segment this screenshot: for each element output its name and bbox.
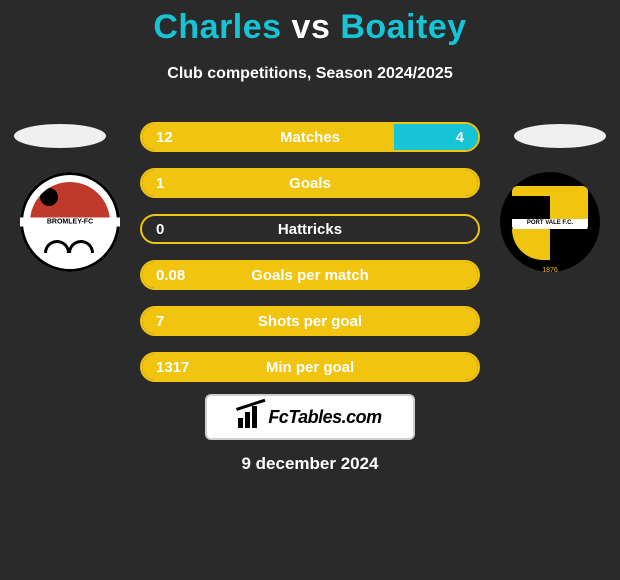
badge-right-year: 1876 xyxy=(500,267,600,274)
stat-bar-row: 1Goals xyxy=(140,168,480,198)
subtitle-text: Club competitions, Season 2024/2025 xyxy=(0,65,620,83)
oval-decoration-right xyxy=(514,124,606,148)
oval-decoration-left xyxy=(14,124,106,148)
stat-bars-container: 124Matches 1Goals 0Hattricks 0.08Goals per … xyxy=(140,122,480,398)
club-badge-left: BROMLEY-FC xyxy=(20,172,120,272)
club-badge-right: PORT VALE F.C. 1876 xyxy=(500,172,600,272)
stat-bar-row: 0.08Goals per match xyxy=(140,260,480,290)
comparison-title: Charles vs Boaitey xyxy=(0,0,620,47)
vs-text: vs xyxy=(292,8,331,46)
badge-left-text: BROMLEY-FC xyxy=(20,218,120,227)
stat-bar-row: 7Shots per goal xyxy=(140,306,480,336)
fctables-logo-icon xyxy=(238,406,264,428)
stat-bar-row: 1317Min per goal xyxy=(140,352,480,382)
stat-label: Hattricks xyxy=(142,216,478,242)
player1-name: Charles xyxy=(153,8,281,46)
player2-name: Boaitey xyxy=(340,8,466,46)
stat-bar-row: 124Matches xyxy=(140,122,480,152)
stat-label: Goals xyxy=(142,170,478,196)
stat-label: Goals per match xyxy=(142,262,478,288)
stat-label: Min per goal xyxy=(142,354,478,380)
branding-text: FcTables.com xyxy=(268,407,381,428)
stat-label: Shots per goal xyxy=(142,308,478,334)
branding-badge: FcTables.com xyxy=(205,394,415,440)
date-text: 9 december 2024 xyxy=(0,454,620,474)
stat-label: Matches xyxy=(142,124,478,150)
badge-right-text: PORT VALE F.C. xyxy=(512,219,588,227)
stat-bar-row: 0Hattricks xyxy=(140,214,480,244)
